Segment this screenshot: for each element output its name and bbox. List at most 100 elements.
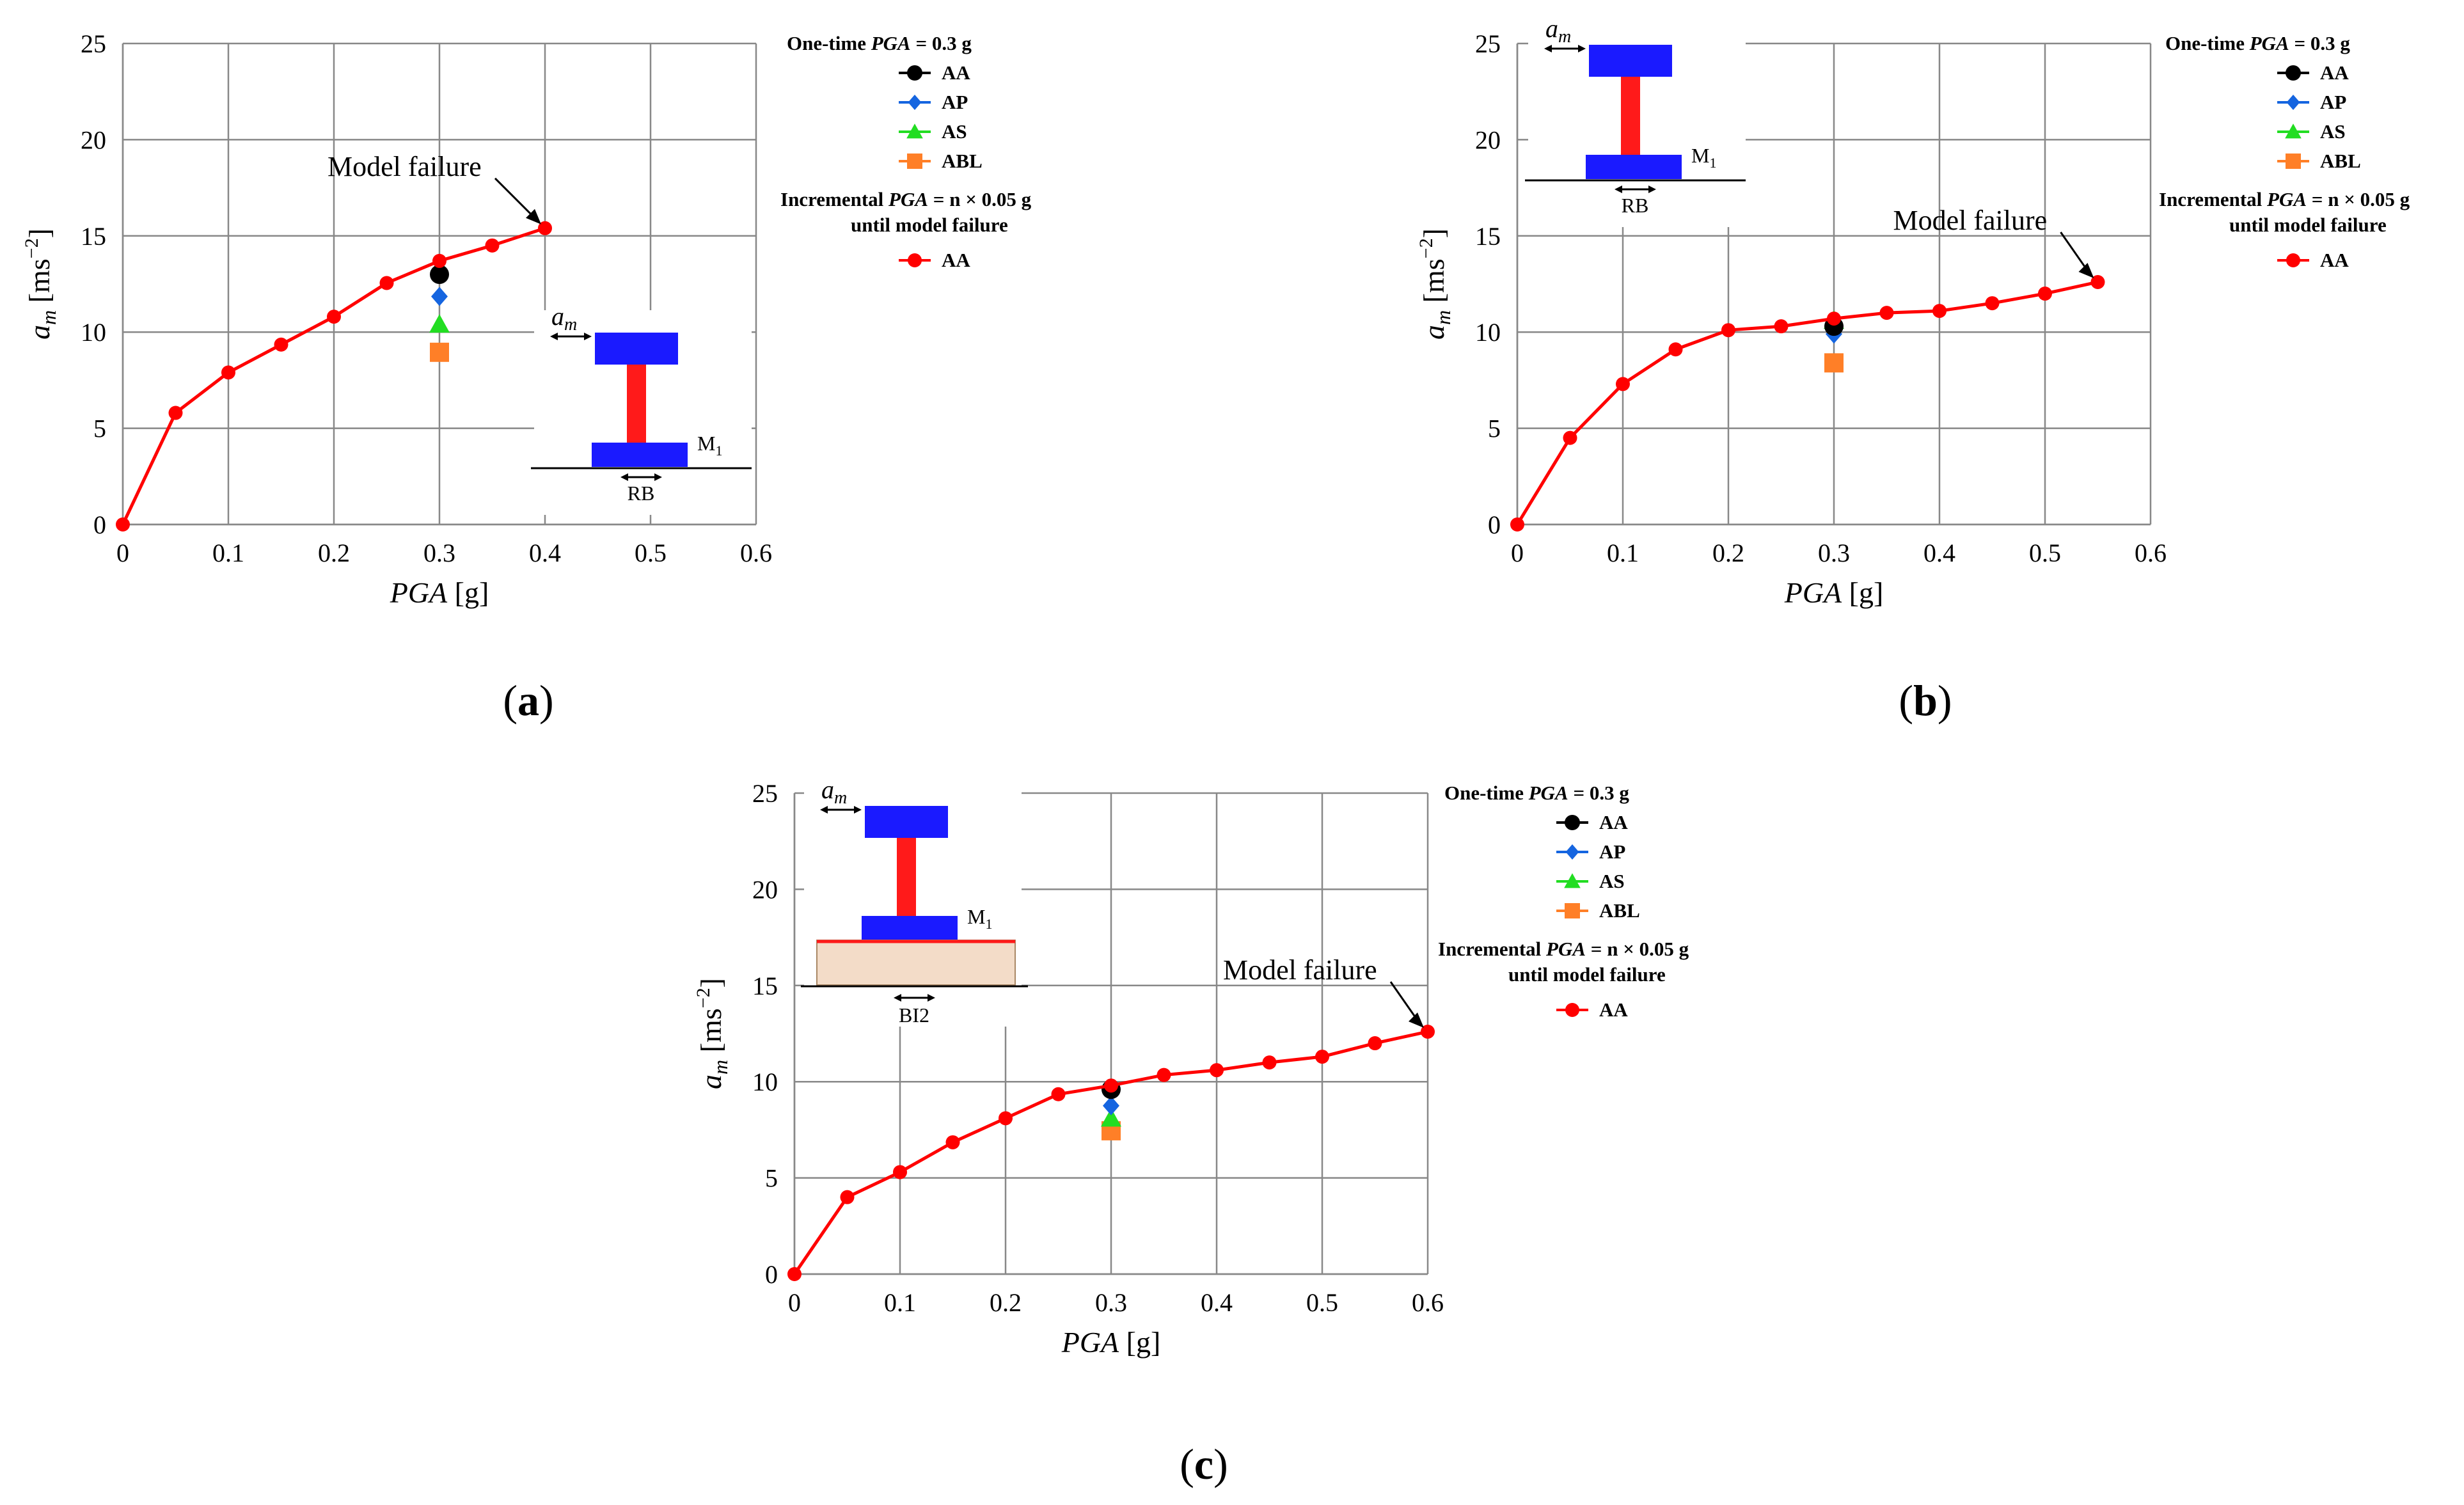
legend-marker-group: [1565, 903, 1580, 918]
legend-marker-group: [908, 95, 922, 110]
incremental-point: [538, 221, 552, 235]
foundation-mass: [862, 916, 958, 940]
legend-incremental-line2: until model failure: [1508, 963, 1666, 986]
incremental-point: [893, 1165, 907, 1179]
incremental-point: [1051, 1087, 1066, 1101]
legend-marker-group: [2285, 123, 2302, 139]
legend-marker-group: [1565, 844, 1579, 860]
incremental-point: [1210, 1063, 1224, 1078]
x-tick-label: 0: [788, 1288, 801, 1317]
mass-symbol: M: [967, 905, 985, 928]
legend-marker-aa: [907, 65, 922, 81]
x-axis-label: PGA [g]: [1061, 1326, 1161, 1359]
base-arrow-left: [620, 473, 628, 481]
annotation-arrow-head: [2078, 262, 2094, 278]
legend-inc-pre: Incremental: [780, 188, 888, 210]
column: [897, 838, 916, 916]
panel-label-open: (: [1899, 676, 1913, 725]
incremental-point: [379, 276, 394, 290]
incremental-point: [1510, 517, 1524, 532]
y-axis-label-exp: −2: [693, 988, 714, 1008]
y-axis-label-sub: m: [1432, 310, 1455, 325]
y-tick-label: 0: [93, 510, 106, 539]
legend-one-time-pre: One-time: [787, 32, 871, 54]
y-axis-label-symbol: a: [1418, 325, 1450, 340]
incremental-point: [274, 337, 288, 352]
acceleration-sub: m: [1558, 27, 1571, 47]
legend-one-time-title: One-time PGA = 0.3 g: [1444, 782, 1629, 804]
x-tick-label: 0.2: [1712, 539, 1744, 567]
legend-marker-group: [2286, 95, 2300, 110]
panel-label: (c): [1180, 1440, 1228, 1488]
y-axis-label-unit: [ms: [1418, 258, 1450, 310]
x-tick-label: 0.4: [1201, 1288, 1233, 1317]
legend-marker-abl: [907, 154, 922, 169]
legend-item-aa: AA: [1599, 811, 1628, 833]
legend-inc-post: = n × 0.05 g: [1586, 938, 1689, 960]
panel-label-open: (: [503, 676, 517, 725]
y-axis-label: am [ms−2]: [21, 228, 60, 340]
panel-label-close: ): [1938, 676, 1952, 725]
acceleration-sub: m: [564, 315, 577, 335]
incremental-series-line: [1515, 280, 2099, 526]
y-tick-label: 15: [81, 222, 106, 251]
incremental-point: [221, 365, 235, 380]
mass-label: M1: [697, 432, 722, 459]
panel-label-letter: b: [1913, 676, 1938, 725]
y-tick-label: 25: [752, 779, 778, 808]
one-time-marker-abl: [430, 342, 449, 362]
legend: One-time PGA = 0.3 g AA AP AS ABL Incremental…: [1438, 782, 1689, 1021]
legend-marker-group: [906, 123, 923, 139]
legend-item-ap: AP: [1599, 840, 1625, 863]
legend-one-time-post: = 0.3 g: [911, 32, 972, 54]
legend-item-incremental: AA: [2320, 249, 2349, 271]
y-axis-label-symbol: a: [695, 1075, 727, 1089]
incremental-point: [787, 1267, 802, 1281]
y-tick-label: 20: [752, 875, 778, 904]
legend-incremental-line2: until model failure: [2229, 214, 2387, 236]
x-tick-label: 0.6: [1412, 1288, 1444, 1317]
model-failure-annotation: Model failure: [328, 151, 482, 182]
y-tick-label: 10: [1475, 318, 1501, 347]
x-tick-label: 0: [116, 539, 129, 567]
legend-marker-group: [2286, 65, 2301, 81]
x-tick-label: 0.5: [635, 539, 667, 567]
legend-one-time-var: PGA: [871, 32, 911, 54]
base-arrow-left: [894, 994, 901, 1002]
acceleration-symbol: a: [1545, 14, 1558, 43]
column: [627, 365, 646, 443]
incremental-point: [1421, 1024, 1435, 1039]
incremental-point: [2038, 287, 2052, 301]
x-tick-label: 0.1: [1607, 539, 1639, 567]
base-label: RB: [1622, 194, 1649, 217]
legend-item-incremental: AA: [1599, 998, 1628, 1021]
legend-one-time-var: PGA: [2249, 32, 2289, 54]
legend-inc-post: = n × 0.05 g: [2307, 188, 2410, 210]
incremental-point: [432, 253, 446, 268]
y-tick-label: 10: [81, 318, 106, 347]
panel-label: (b): [1899, 676, 1952, 725]
incremental-point: [1262, 1055, 1277, 1070]
legend-one-time-pre: One-time: [1444, 782, 1529, 804]
incremental-point: [1563, 430, 1577, 445]
incremental-point: [327, 310, 341, 324]
x-tick-label: 0.6: [2135, 539, 2167, 567]
legend-marker-group: [1565, 815, 1580, 830]
base-arrow-right: [1648, 185, 1656, 193]
x-tick-label: 0.4: [1923, 539, 1955, 567]
legend-incremental-line2: until model failure: [851, 214, 1008, 236]
legend-inc-post: = n × 0.05 g: [928, 188, 1032, 210]
incremental-point: [1616, 377, 1630, 391]
x-tick-label: 0.6: [740, 539, 772, 567]
top-mass: [865, 806, 948, 838]
incremental-point: [1721, 323, 1735, 338]
incremental-point: [2090, 274, 2105, 289]
accel-arrow-left: [550, 333, 558, 340]
y-tick-label: 25: [81, 29, 106, 58]
y-axis-label-symbol: a: [23, 325, 56, 340]
one-time-marker-as: [1101, 1108, 1121, 1127]
legend-incremental-title: Incremental PGA = n × 0.05 g: [1438, 938, 1689, 960]
incremental-point: [1668, 342, 1683, 357]
legend-inc-pre: Incremental: [1438, 938, 1546, 960]
